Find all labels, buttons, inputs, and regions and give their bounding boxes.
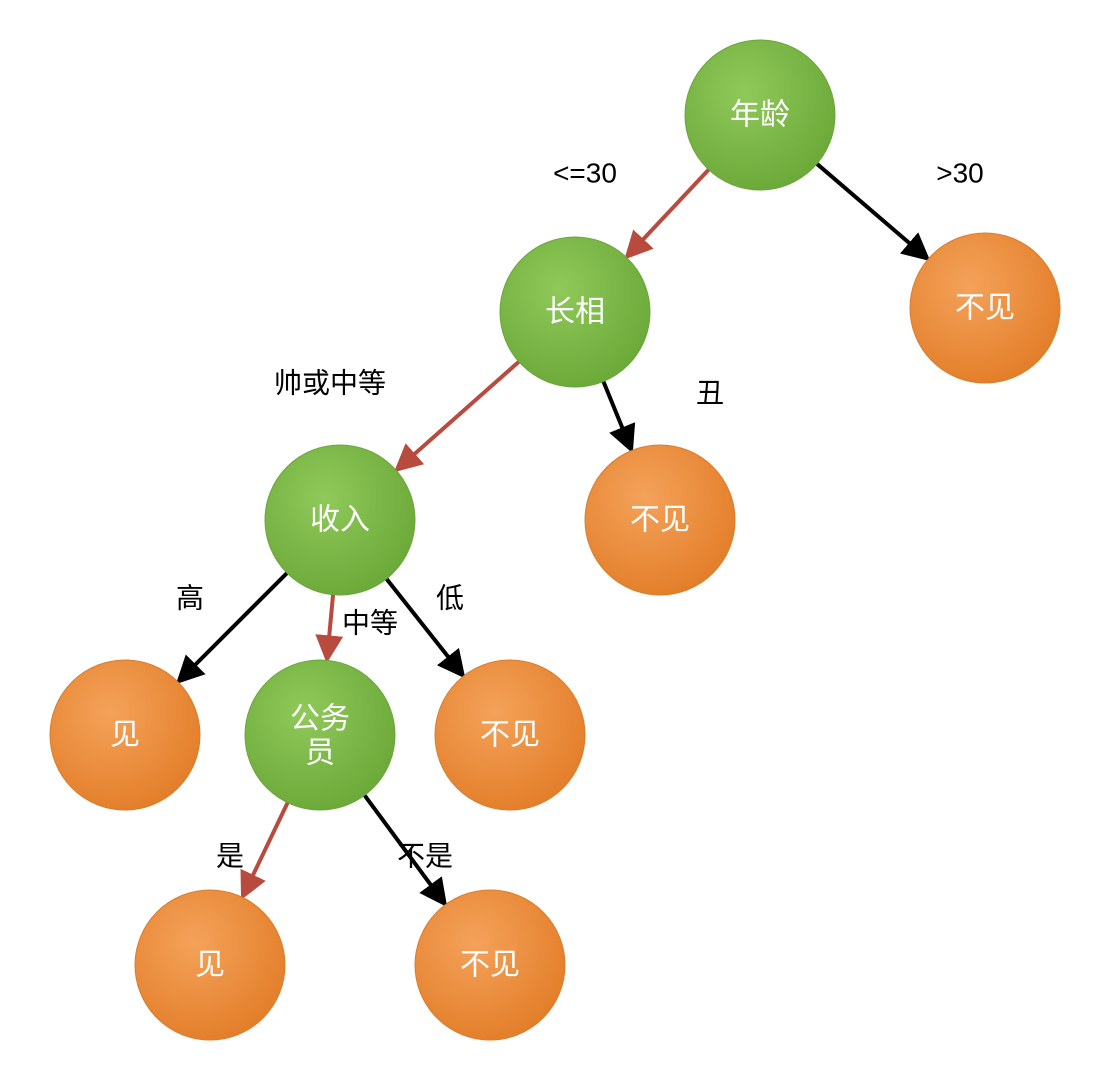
edge-label: 是 bbox=[216, 840, 244, 871]
leaf-node: 见 bbox=[135, 890, 285, 1040]
tree-edge bbox=[244, 803, 288, 894]
decision-node: 收入 bbox=[265, 445, 415, 595]
edge-label: 高 bbox=[176, 582, 204, 613]
edge-label: 低 bbox=[436, 582, 464, 613]
tree-edge bbox=[817, 164, 925, 257]
tree-edge bbox=[603, 381, 630, 446]
node-label: 不见 bbox=[955, 292, 1015, 325]
edge-label: 帅或中等 bbox=[274, 367, 386, 398]
decision-node: 年龄 bbox=[685, 40, 835, 190]
node-label: 不见 bbox=[460, 949, 520, 982]
edge-label: 丑 bbox=[696, 377, 724, 408]
tree-edge bbox=[327, 595, 333, 657]
node-label: 长相 bbox=[545, 296, 605, 329]
node-label: 见 bbox=[195, 949, 225, 982]
edge-label: <=30 bbox=[553, 157, 617, 188]
node-label: 不见 bbox=[480, 719, 540, 752]
decision-node: 公务员 bbox=[245, 660, 395, 810]
leaf-node: 不见 bbox=[415, 890, 565, 1040]
tree-edge bbox=[629, 170, 709, 255]
decision-tree-diagram: <=30>30帅或中等丑高中等低是不是 年龄长相不见收入不见见公务员不见见不见 bbox=[0, 0, 1106, 1090]
leaf-node: 不见 bbox=[910, 233, 1060, 383]
leaf-node: 不见 bbox=[435, 660, 585, 810]
tree-edge bbox=[399, 362, 519, 468]
node-label: 见 bbox=[110, 719, 140, 752]
node-label: 年龄 bbox=[730, 99, 790, 132]
leaf-node: 不见 bbox=[585, 445, 735, 595]
node-label: 不见 bbox=[630, 504, 690, 537]
edge-label: >30 bbox=[936, 157, 984, 188]
decision-node: 长相 bbox=[500, 237, 650, 387]
leaf-node: 见 bbox=[50, 660, 200, 810]
edge-label: 不是 bbox=[397, 840, 453, 871]
node-label: 收入 bbox=[310, 504, 370, 537]
edge-label: 中等 bbox=[342, 607, 398, 638]
